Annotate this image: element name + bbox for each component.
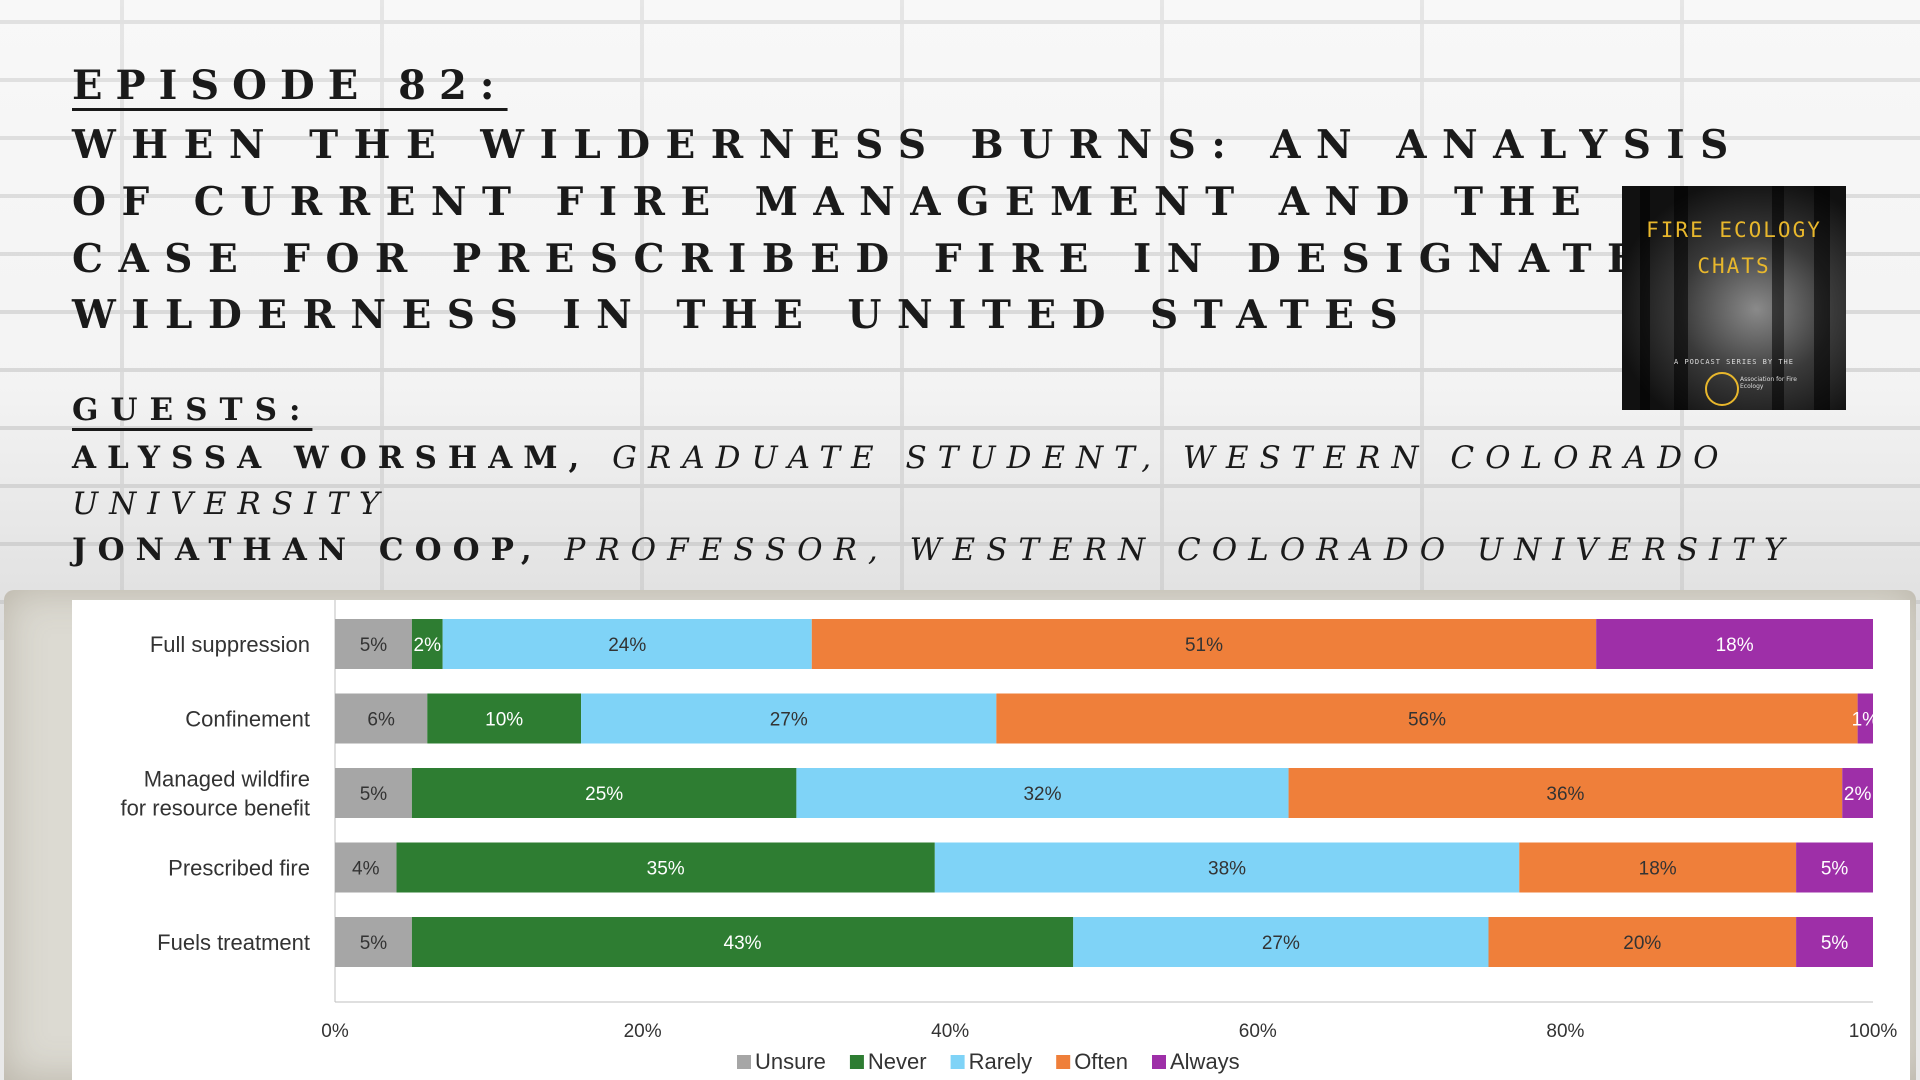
cover-title-line-1: FIRE ECOLOGY [1646, 218, 1822, 242]
data-label: 51% [1185, 635, 1223, 656]
cover-subtitle: A PODCAST SERIES BY THE [1674, 358, 1794, 366]
x-tick-label: 80% [1546, 1021, 1584, 1042]
bar-segment [1796, 842, 1873, 893]
legend-label: Unsure [755, 1049, 826, 1074]
data-label: 24% [608, 635, 646, 656]
data-label: 27% [1262, 933, 1300, 954]
bar-segment [335, 917, 412, 967]
legend-swatch [1056, 1055, 1071, 1069]
bar-segment [442, 619, 812, 669]
data-label: 56% [1408, 710, 1446, 731]
bar-segment [1073, 917, 1489, 967]
episode-title-line-4: WILDERNESS IN THE UNITED STATES [72, 292, 1414, 338]
category-label: Confinement [185, 707, 310, 732]
guest-1-role-continued: UNIVERSITY [72, 486, 390, 522]
data-label: 2% [1844, 784, 1872, 805]
data-label: 36% [1546, 784, 1584, 805]
guest-1-university: UNIVERSITY [72, 486, 391, 522]
bar-segment [1796, 917, 1873, 967]
data-label: 25% [585, 784, 623, 805]
data-label: 4% [352, 859, 380, 880]
data-label: 5% [360, 635, 388, 656]
category-label: Fuels treatment [157, 930, 310, 955]
wall-shading [0, 0, 1920, 640]
legend-swatch [1152, 1055, 1166, 1069]
bar-segment [796, 768, 1289, 818]
chart-card: Full suppression 5% 2% 24% 51% 18% Confinement… [72, 600, 1910, 1080]
x-tick-label: 60% [1239, 1021, 1277, 1042]
guest-2-role: PROFESSOR, WESTERN COLORADO UNIVERSITY [564, 532, 1796, 568]
bar-segment [811, 619, 1597, 669]
guest-1-name: ALYSSA WORSHAM, [72, 440, 613, 476]
bar-segment [1842, 768, 1873, 818]
legend-swatch [737, 1055, 751, 1069]
bar-segment [1519, 842, 1797, 893]
association-logo-icon [1705, 372, 1739, 406]
data-label: 35% [647, 859, 685, 880]
data-label: 5% [1821, 859, 1849, 880]
bar-segment [996, 693, 1858, 744]
data-label: 1% [1852, 710, 1880, 731]
bar-segment [1288, 768, 1843, 818]
bar-segment [581, 693, 997, 744]
bar-segment [411, 917, 1074, 967]
episode-title-line-2: OF CURRENT FIRE MANAGEMENT AND THE [72, 179, 1597, 225]
guest-2: JONATHAN COOP, PROFESSOR, WESTERN COLORA… [72, 532, 1795, 568]
guest-1-role: GRADUATE STUDENT, WESTERN COLORADO [612, 440, 1730, 476]
data-label: 5% [360, 933, 388, 954]
data-label: 10% [485, 710, 523, 731]
x-tick-label: 20% [624, 1021, 662, 1042]
bar-segment [934, 842, 1520, 893]
cover-organization: Association for Fire Ecology [1740, 376, 1797, 390]
legend-label: Often [1074, 1049, 1128, 1074]
bar-segment [1857, 693, 1873, 744]
episode-number: EPISODE 82: [72, 62, 508, 109]
bar-segment [1596, 619, 1873, 669]
bar-segment [1488, 917, 1797, 967]
bar-segment [411, 619, 443, 669]
x-tick-label: 0% [321, 1021, 349, 1042]
guests-heading: GUESTS: [72, 392, 313, 428]
legend-label: Always [1170, 1049, 1240, 1074]
episode-title-line-3: CASE FOR PRESCRIBED FIRE IN DESIGNATED [72, 236, 1702, 282]
data-label: 20% [1623, 933, 1661, 954]
bar-segment [335, 768, 412, 818]
guest-2-name: JONATHAN COOP, [72, 532, 565, 568]
stacked-bar-chart: Full suppression 5% 2% 24% 51% 18% Confinement… [120, 600, 1898, 1074]
data-label: 38% [1208, 859, 1246, 880]
x-tick-label: 100% [1849, 1021, 1898, 1042]
bar-segment [335, 693, 428, 744]
legend-label: Rarely [969, 1049, 1033, 1074]
cover-title: FIRE ECOLOGY CHATS [1622, 212, 1846, 284]
data-label: 18% [1639, 859, 1677, 880]
data-label: 18% [1716, 635, 1754, 656]
data-label: 5% [1821, 933, 1849, 954]
legend-label: Never [868, 1049, 927, 1074]
category-label: Full suppression [150, 632, 310, 657]
x-tick-label: 40% [931, 1021, 969, 1042]
legend-swatch [950, 1055, 965, 1069]
cover-title-line-2: CHATS [1697, 254, 1771, 278]
bar-segment [427, 693, 582, 744]
episode-title-line-1: WHEN THE WILDERNESS BURNS: AN ANALYSIS [72, 122, 1744, 168]
data-label: 2% [414, 635, 442, 656]
bar-segment [411, 768, 797, 818]
data-label: 43% [724, 933, 762, 954]
data-label: 5% [360, 784, 388, 805]
bar-segment [335, 619, 412, 669]
data-label: 6% [367, 710, 395, 731]
legend-swatch [849, 1055, 864, 1069]
podcast-cover-art: FIRE ECOLOGY CHATS A PODCAST SERIES BY T… [1622, 186, 1846, 410]
bar-segment [335, 842, 397, 893]
data-label: 27% [770, 710, 808, 731]
data-label: 32% [1023, 784, 1061, 805]
guest-1: ALYSSA WORSHAM, GRADUATE STUDENT, WESTER… [72, 440, 1730, 476]
category-label: Prescribed fire [168, 856, 310, 881]
bar-segment [396, 842, 935, 893]
category-label: Managed wildfire for resource benefit [120, 767, 310, 821]
